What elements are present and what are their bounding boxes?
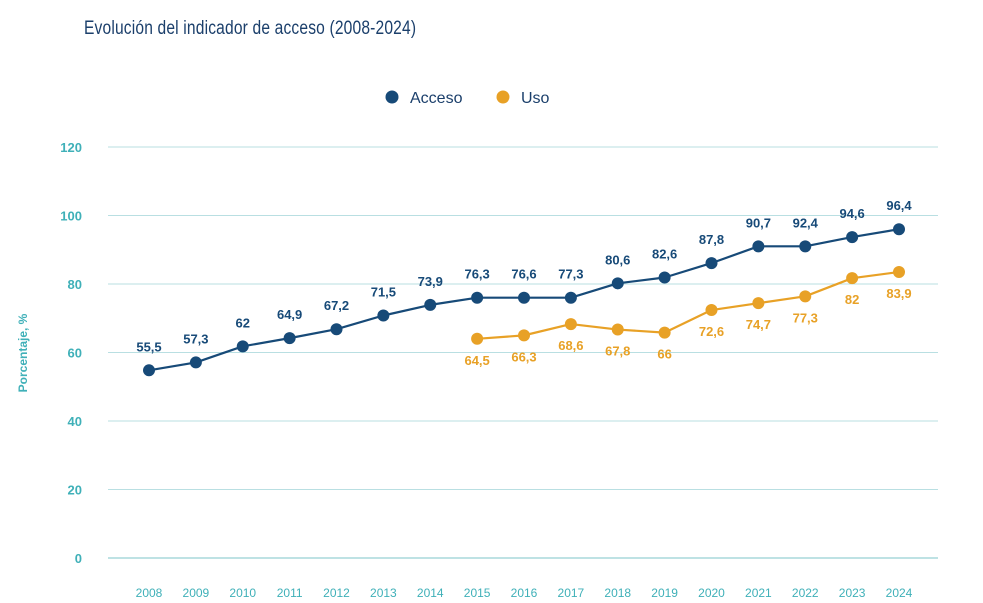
x-tick-label-2017: 2017: [558, 586, 585, 600]
point-uso-2017: [564, 318, 577, 331]
data-label-acceso-2015: 76,3: [464, 267, 489, 282]
x-tick-label-2018: 2018: [604, 586, 631, 600]
data-label-acceso-2018: 80,6: [605, 252, 630, 267]
data-label-acceso-2011: 64,9: [277, 307, 302, 322]
point-acceso-2020: [705, 257, 718, 270]
point-uso-2018: [611, 323, 624, 336]
data-label-acceso-2013: 71,5: [371, 285, 396, 300]
x-tick-label-2020: 2020: [698, 586, 725, 600]
point-uso-2023: [846, 272, 859, 285]
data-label-acceso-2012: 67,2: [324, 298, 349, 313]
point-uso-2015: [471, 332, 484, 345]
data-label-acceso-2021: 90,7: [746, 215, 771, 230]
x-tick-label-2009: 2009: [183, 586, 210, 600]
chart-title: Evolución del indicador de acceso (2008-…: [84, 18, 417, 39]
y-tick-label-0: 0: [75, 551, 82, 566]
x-tick-label-2022: 2022: [792, 586, 819, 600]
x-tick-label-2016: 2016: [511, 586, 538, 600]
y-tick-label-120: 120: [60, 140, 82, 155]
x-tick-label-2012: 2012: [323, 586, 350, 600]
y-tick-label-20: 20: [68, 483, 82, 498]
y-tick-label-100: 100: [60, 209, 82, 224]
y-axis-label: Porcentaje, %: [16, 313, 30, 392]
point-uso-2024: [893, 266, 905, 279]
y-tick-label-60: 60: [68, 346, 82, 361]
point-acceso-2008: [143, 364, 155, 377]
data-label-uso-2017: 68,6: [558, 338, 583, 353]
point-uso-2016: [518, 329, 530, 342]
legend-marker-uso: [496, 90, 510, 104]
legend-label-acceso: Acceso: [410, 90, 463, 107]
point-acceso-2015: [471, 291, 484, 304]
x-tick-label-2024: 2024: [886, 586, 913, 600]
point-acceso-2021: [752, 240, 765, 253]
data-label-acceso-2009: 57,3: [183, 331, 208, 346]
point-acceso-2022: [799, 240, 812, 253]
data-label-acceso-2010: 62: [236, 315, 250, 330]
point-uso-2021: [752, 297, 765, 310]
data-label-uso-2020: 72,6: [699, 324, 724, 339]
x-tick-label-2010: 2010: [229, 586, 256, 600]
point-uso-2022: [799, 290, 812, 303]
data-label-acceso-2017: 77,3: [558, 267, 583, 282]
data-label-uso-2015: 64,5: [464, 353, 489, 368]
data-label-acceso-2019: 82,6: [652, 246, 677, 261]
legend-label-uso: Uso: [521, 90, 550, 107]
point-acceso-2024: [893, 223, 905, 236]
point-acceso-2009: [189, 356, 202, 369]
point-acceso-2010: [236, 340, 249, 353]
data-label-acceso-2020: 87,8: [699, 232, 724, 247]
point-acceso-2016: [518, 291, 530, 304]
point-acceso-2011: [283, 332, 296, 345]
legend-marker-acceso: [385, 90, 399, 104]
x-tick-label-2019: 2019: [651, 586, 678, 600]
point-acceso-2014: [424, 298, 437, 311]
y-tick-label-80: 80: [68, 277, 82, 292]
data-label-uso-2022: 77,3: [793, 310, 818, 325]
data-label-uso-2019: 66: [657, 347, 671, 362]
point-acceso-2013: [377, 309, 390, 322]
y-tick-label-40: 40: [68, 414, 82, 429]
data-label-uso-2023: 82: [845, 292, 859, 307]
x-tick-label-2014: 2014: [417, 586, 444, 600]
point-uso-2020: [705, 304, 718, 317]
point-acceso-2019: [658, 271, 671, 284]
x-tick-label-2021: 2021: [745, 586, 772, 600]
x-tick-label-2023: 2023: [839, 586, 866, 600]
data-label-acceso-2008: 55,5: [136, 339, 161, 354]
x-tick-label-2013: 2013: [370, 586, 397, 600]
point-acceso-2012: [330, 323, 343, 336]
data-label-acceso-2014: 73,9: [418, 274, 443, 289]
data-label-acceso-2022: 92,4: [793, 215, 819, 230]
data-label-uso-2024: 83,9: [886, 286, 911, 301]
x-tick-label-2008: 2008: [136, 586, 163, 600]
x-tick-label-2011: 2011: [277, 586, 303, 600]
x-tick-label-2015: 2015: [464, 586, 491, 600]
data-label-uso-2018: 67,8: [605, 344, 630, 359]
data-label-acceso-2024: 96,4: [886, 198, 912, 213]
data-label-uso-2021: 74,7: [746, 317, 771, 332]
data-label-acceso-2023: 94,6: [839, 206, 864, 221]
data-label-uso-2016: 66,3: [511, 349, 536, 364]
series-line-uso: [477, 270, 900, 340]
data-label-acceso-2016: 76,6: [511, 267, 536, 282]
point-acceso-2018: [611, 277, 624, 290]
point-uso-2019: [658, 326, 671, 339]
point-acceso-2017: [564, 291, 577, 304]
point-acceso-2023: [846, 231, 859, 244]
